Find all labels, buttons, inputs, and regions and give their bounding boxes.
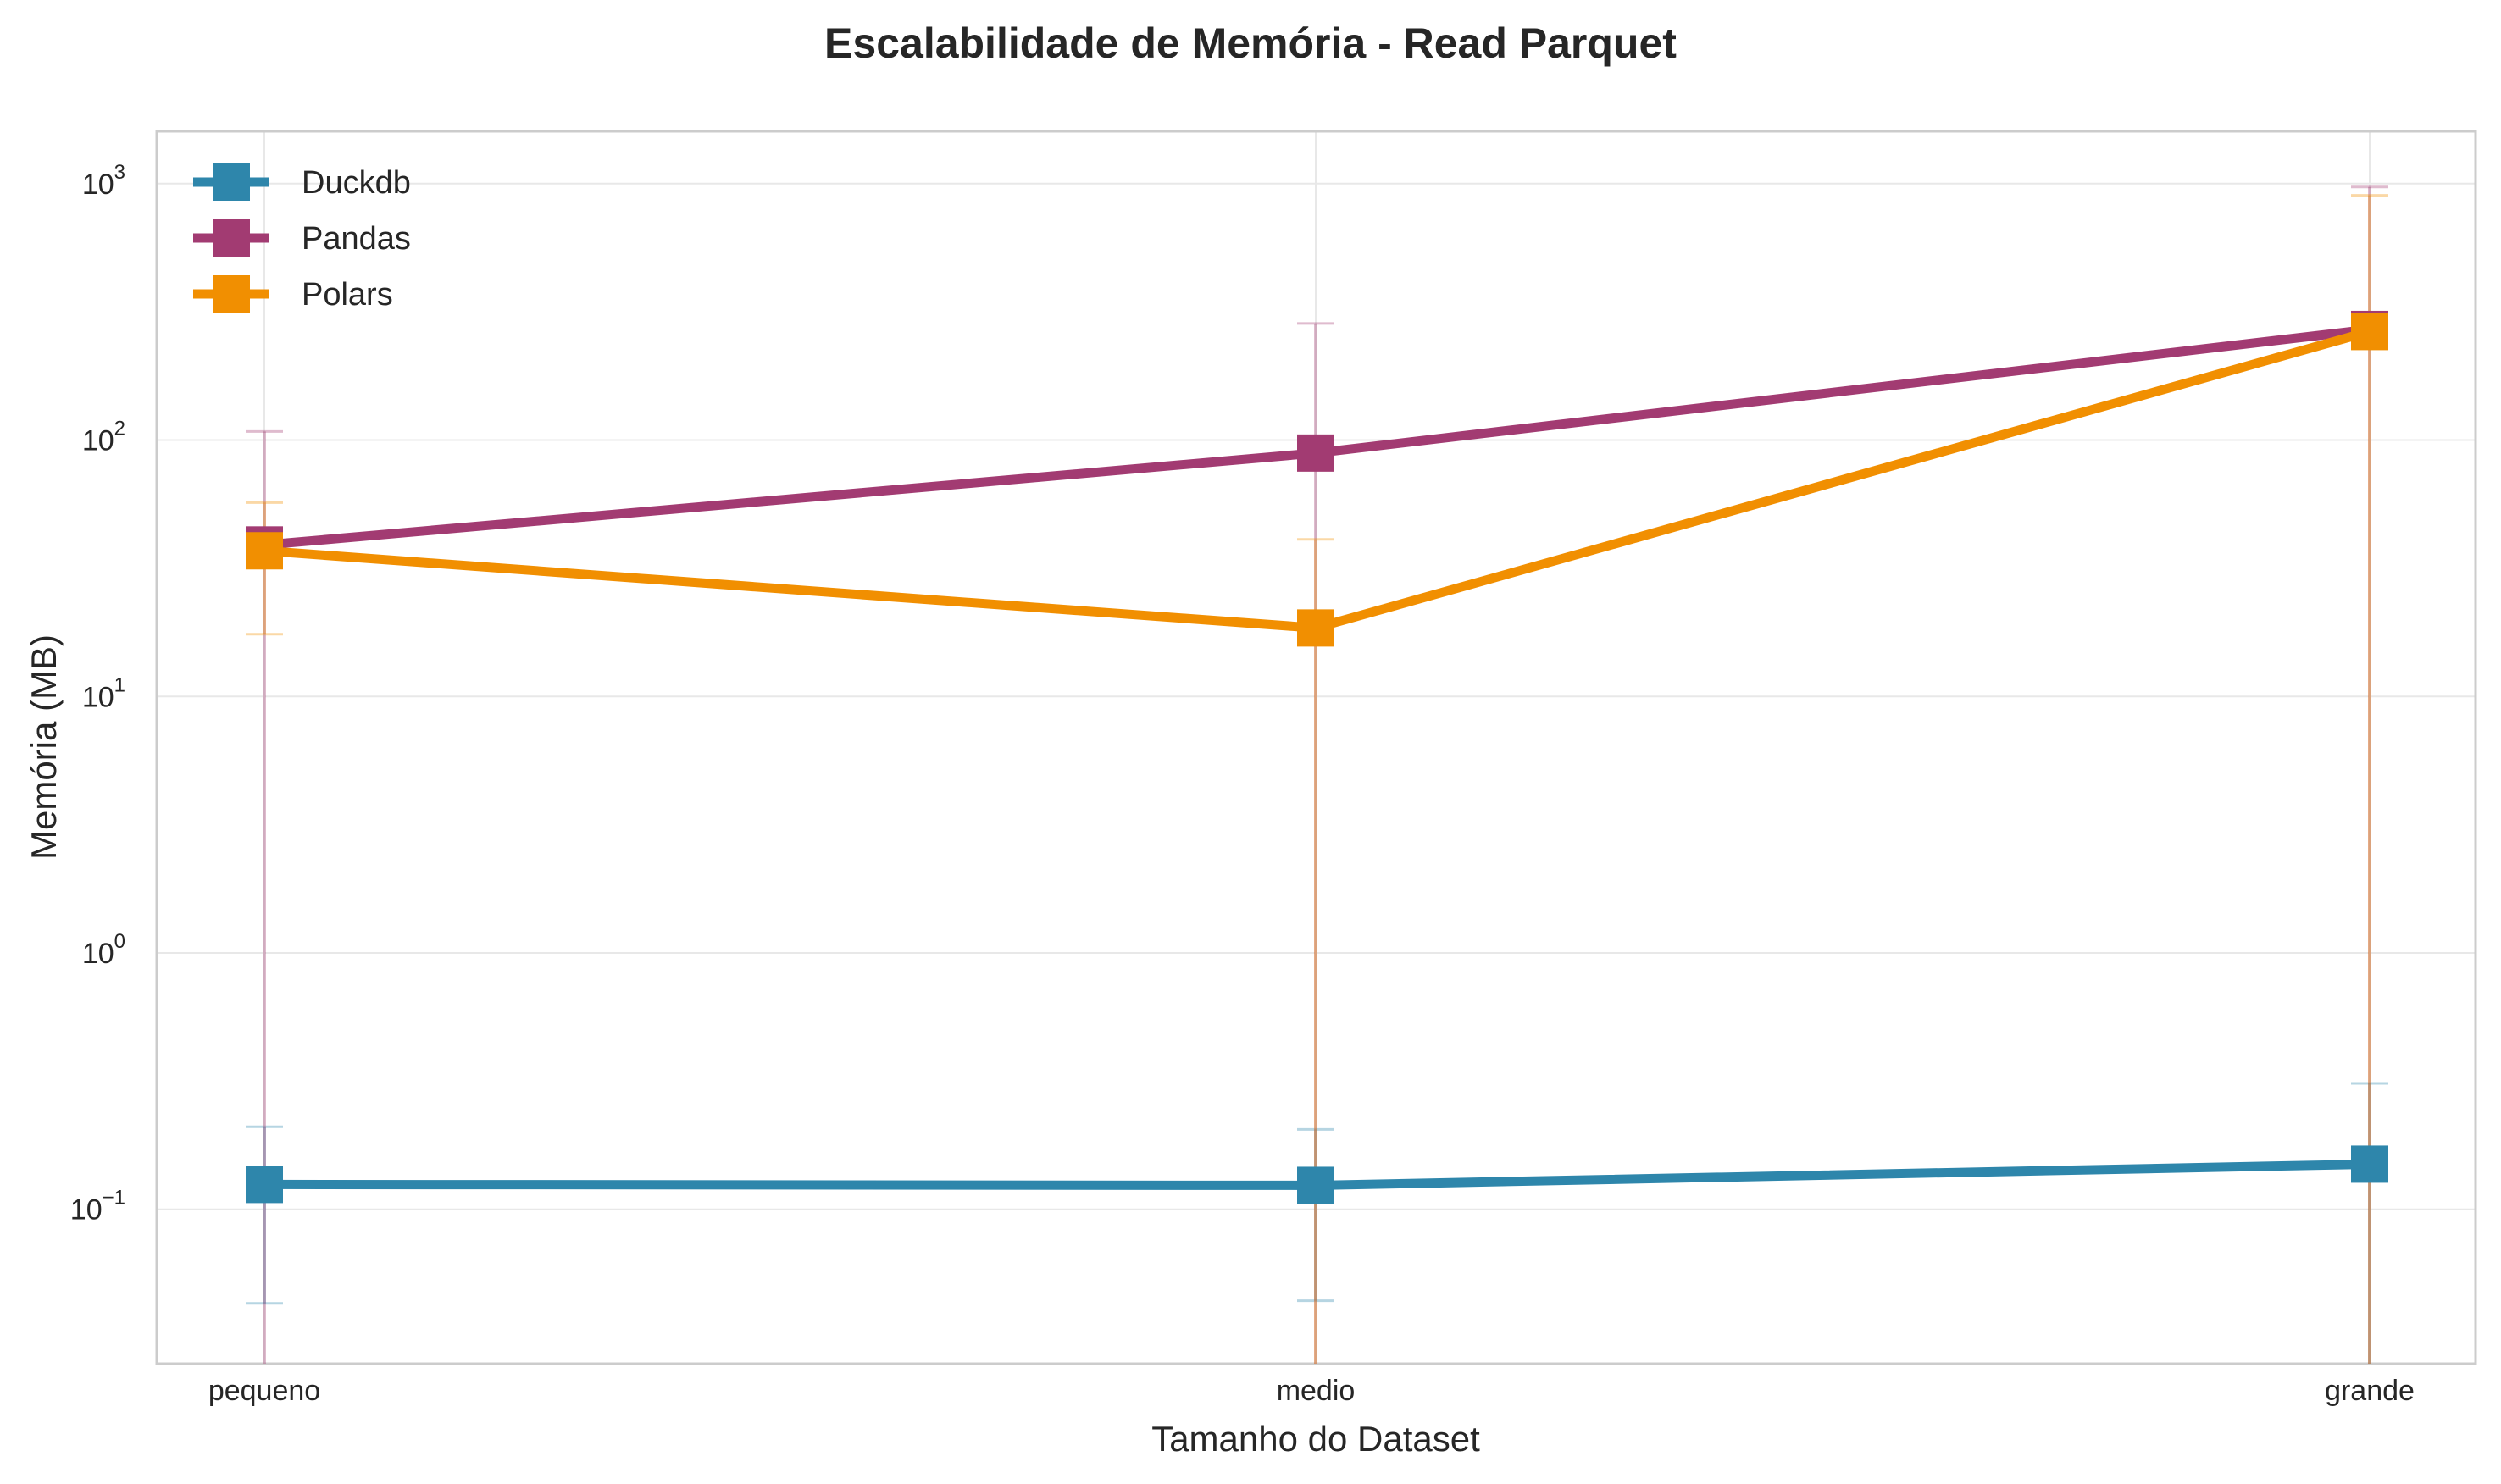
x-tick-label: medio bbox=[1277, 1375, 1356, 1407]
y-tick-label: 100 bbox=[82, 930, 125, 970]
legend-marker-polars bbox=[213, 275, 250, 313]
legend-label: Duckdb bbox=[302, 165, 411, 201]
x-tick-label: grande bbox=[2325, 1375, 2415, 1407]
x-axis-label: Tamanho do Dataset bbox=[1151, 1419, 1480, 1459]
y-axis-label: Memória (MB) bbox=[24, 634, 64, 860]
data-point-polars bbox=[246, 532, 283, 570]
plot-frame bbox=[155, 130, 2477, 1365]
data-point-duckdb bbox=[246, 1166, 283, 1204]
legend-marker-pandas bbox=[213, 219, 250, 257]
data-point-pandas bbox=[1297, 434, 1334, 472]
chart-title: Escalabilidade de Memória - Read Parquet bbox=[824, 19, 1677, 67]
y-tick-label: 103 bbox=[82, 161, 125, 201]
data-point-polars bbox=[2351, 313, 2388, 351]
legend-label: Polars bbox=[302, 277, 393, 313]
series-markers bbox=[246, 310, 2388, 1204]
y-tick-label: 102 bbox=[82, 418, 125, 457]
legend-label: Pandas bbox=[302, 221, 411, 257]
data-point-duckdb bbox=[2351, 1145, 2388, 1183]
data-point-polars bbox=[1297, 609, 1334, 647]
legend-marker-duckdb bbox=[213, 163, 250, 201]
legend: Duckdb Pandas Polars bbox=[193, 163, 411, 313]
y-tick-label: 10−1 bbox=[70, 1187, 125, 1227]
data-point-duckdb bbox=[1297, 1166, 1334, 1204]
x-tick-label: pequeno bbox=[208, 1375, 320, 1407]
y-tick-label: 101 bbox=[82, 673, 125, 713]
y-axis-ticks: 10−1 100 101 102 103 bbox=[70, 161, 125, 1227]
x-axis-ticks: pequeno medio grande bbox=[208, 1375, 2415, 1407]
